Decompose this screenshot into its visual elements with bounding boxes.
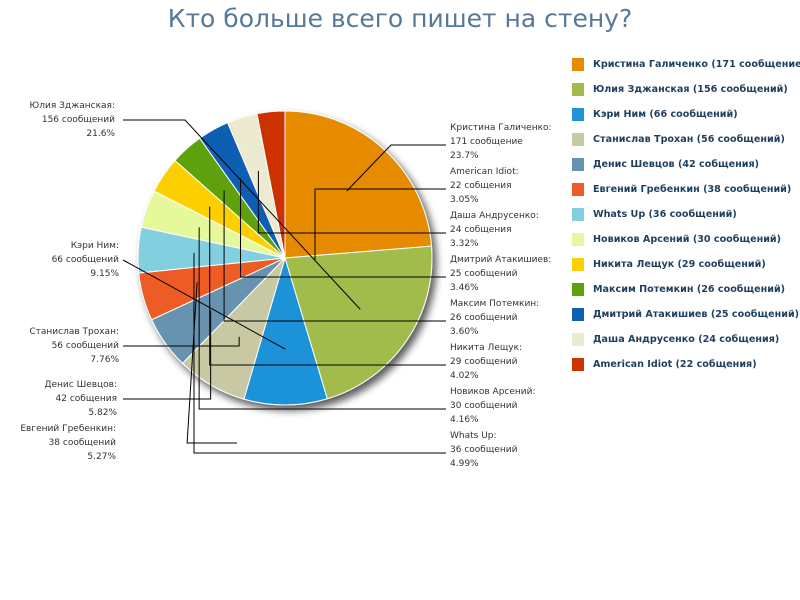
legend-swatch bbox=[572, 333, 584, 346]
legend-item-никита-лещук: Никита Лещук (29 сообщений) bbox=[572, 252, 794, 277]
legend-swatch bbox=[572, 83, 584, 96]
leader-line-станислав-трохан bbox=[123, 336, 240, 347]
legend-item-станислав-трохан: Станислав Трохан (56 сообщений) bbox=[572, 127, 794, 152]
legend-item-евгений-гребенкин: Евгений Гребенкин (38 сообщений) bbox=[572, 177, 794, 202]
slice-callout-american-idiot: American Idiot: 22 собщения 3.05% bbox=[450, 167, 519, 205]
leader-line-новиков-арсений bbox=[198, 227, 446, 410]
slice-callout-никита-лещук: Никита Лещук: 29 сообщений 4.02% bbox=[450, 343, 522, 381]
legend-swatch bbox=[572, 208, 584, 221]
legend-label: Станислав Трохан (56 сообщений) bbox=[593, 134, 785, 145]
pie-slice-кэри-ним bbox=[243, 256, 328, 406]
legend-swatch bbox=[572, 108, 584, 121]
legend-label: Максим Потемкин (26 сообщений) bbox=[593, 284, 786, 295]
legend-item-american-idiot: American Idiot (22 собщения) bbox=[572, 352, 794, 377]
slice-callout-кристина-галиченко: Кристина Галиченко: 171 сообщение 23.7% bbox=[450, 123, 552, 161]
legend-item-новиков-арсений: Новиков Арсений (30 сообщений) bbox=[572, 227, 794, 252]
leader-line-денис-шевцов bbox=[123, 310, 212, 400]
legend-label: Даша Андрусенко (24 собщения) bbox=[593, 334, 780, 345]
legend-swatch bbox=[572, 233, 584, 246]
legend-item-даша-андрусенко: Даша Андрусенко (24 собщения) bbox=[572, 327, 794, 352]
slice-callout-станислав-трохан: Станислав Трохан: 56 сообщений 7.76% bbox=[29, 327, 119, 365]
legend-label: Кэри Ним (66 сообщений) bbox=[593, 109, 738, 120]
slice-callout-даша-андрусенко: Даша Андрусенко: 24 собщения 3.32% bbox=[450, 211, 539, 249]
legend-label: Никита Лещук (29 сообщений) bbox=[593, 259, 766, 270]
legend-swatch bbox=[572, 283, 584, 296]
leader-line-дмитрий-атакишиев bbox=[240, 178, 446, 278]
leader-line-юлия-зджанская bbox=[123, 119, 361, 310]
legend-swatch bbox=[572, 158, 584, 171]
pie-slice-american-idiot bbox=[256, 110, 286, 259]
legend-label: Кристина Галиченко (171 сообщение) bbox=[593, 59, 800, 70]
legend-label: Новиков Арсений (30 сообщений) bbox=[593, 234, 782, 245]
legend-item-юлия-зджанская: Юлия Зджанская (156 сообщений) bbox=[572, 77, 794, 102]
chart-legend: Кристина Галиченко (171 сообщение) Юлия З… bbox=[572, 52, 800, 377]
slice-callout-евгений-гребенкин: Евгений Гребенкин: 38 сообщений 5.27% bbox=[20, 424, 116, 462]
legend-swatch bbox=[572, 308, 584, 321]
slice-callout-whats-up: Whats Up: 36 сообщений 4.99% bbox=[450, 431, 518, 469]
slice-callout-юлия-зджанская: Юлия Зджанская: 156 сообщений 21.6% bbox=[30, 101, 116, 139]
slice-callout-дмитрий-атакишиев: Дмитрий Атакишиев: 25 сообщений 3.46% bbox=[450, 255, 551, 293]
leader-line-american-idiot bbox=[314, 188, 446, 260]
legend-swatch bbox=[572, 58, 584, 71]
leader-line-никита-лещук bbox=[209, 206, 446, 366]
leader-line-whats-up bbox=[193, 253, 446, 454]
leader-line-кристина-галиченко bbox=[346, 144, 446, 192]
legend-label: American Idiot (22 собщения) bbox=[593, 359, 757, 370]
leader-line-максим-потемкин bbox=[223, 190, 446, 322]
legend-swatch bbox=[572, 358, 584, 371]
leader-line-даша-андрусенко bbox=[257, 170, 446, 234]
legend-item-дмитрий-атакишиев: Дмитрий Атакишиев (25 сообщений) bbox=[572, 302, 799, 327]
legend-label: Денис Шевцов (42 собщения) bbox=[593, 159, 760, 170]
legend-item-денис-шевцов: Денис Шевцов (42 собщения) bbox=[572, 152, 794, 177]
legend-item-максим-потемкин: Максим Потемкин (26 сообщений) bbox=[572, 277, 794, 302]
legend-item-кэри-ним: Кэри Ним (66 сообщений) bbox=[572, 102, 794, 127]
slice-callout-новиков-арсений: Новиков Арсений: 30 сообщений 4.16% bbox=[450, 387, 536, 425]
slice-callout-максим-потемкин: Максим Потемкин: 26 сообщений 3.60% bbox=[450, 299, 539, 337]
legend-label: Евгений Гребенкин (38 сообщений) bbox=[593, 184, 792, 195]
slice-callout-кэри-ним: Кэри Ним: 66 сообщений 9.15% bbox=[52, 241, 120, 279]
legend-label: Whats Up (36 сообщений) bbox=[593, 209, 737, 220]
legend-item-кристина-галиченко: Кристина Галиченко (171 сообщение) bbox=[572, 52, 800, 77]
legend-swatch bbox=[572, 183, 584, 196]
legend-label: Дмитрий Атакишиев (25 сообщений) bbox=[593, 309, 800, 320]
pie-slice-юлия-зджанская bbox=[284, 245, 433, 400]
slice-callout-денис-шевцов: Денис Шевцов: 42 собщения 5.82% bbox=[44, 380, 117, 418]
legend-item-whats-up: Whats Up (36 сообщений) bbox=[572, 202, 794, 227]
leader-line-кэри-ним bbox=[122, 259, 286, 350]
legend-label: Юлия Зджанская (156 сообщений) bbox=[593, 84, 788, 95]
chart-title: Кто больше всего пишет на стену? bbox=[167, 4, 633, 33]
pie-slice-кристина-галиченко bbox=[284, 110, 433, 259]
legend-swatch bbox=[572, 133, 584, 146]
legend-swatch bbox=[572, 258, 584, 271]
